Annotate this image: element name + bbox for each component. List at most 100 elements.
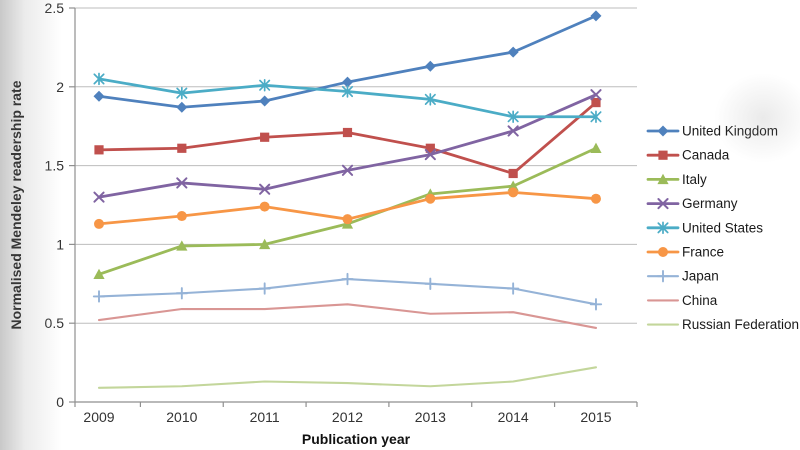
series-marker-united-states: [176, 86, 188, 100]
series-marker-japan: [92, 290, 106, 303]
series-marker-germany: [424, 148, 436, 161]
series-marker-united-states: [507, 110, 519, 123]
x-tick-label: 2011: [250, 409, 280, 425]
series-marker-france: [425, 193, 436, 204]
x-tick-label: 2014: [498, 409, 529, 425]
series-line-russian-federation: [97, 366, 598, 389]
series-marker-canada: [425, 143, 435, 153]
legend-item-italy: Italy: [646, 172, 707, 187]
series-marker-canada: [260, 132, 270, 142]
series-marker-united-states: [424, 93, 436, 106]
tick-labels: 0 0.5 1 1.5 2 2.5 2009 2010 2011 2012 2013 2014 2015: [45, 0, 612, 425]
x-tick-label: 2012: [332, 409, 363, 425]
legend-item-china: China: [646, 293, 718, 308]
series-marker-france: [94, 218, 104, 229]
series-marker-france: [508, 187, 519, 198]
series-marker-canada: [177, 143, 187, 153]
series-marker-germany: [341, 164, 354, 176]
series-marker-italy: [259, 238, 271, 250]
legend-label-france: France: [682, 245, 724, 260]
legend-marker-canada: [658, 150, 668, 160]
series-united-states: [93, 72, 602, 123]
y-axis-title: Normalised Mendeley readership rate: [8, 80, 24, 329]
legend-label-japan: Japan: [682, 269, 719, 284]
series-line-china: [97, 303, 598, 329]
x-axis-title: Publication year: [302, 431, 411, 447]
series-marker-germany: [259, 183, 271, 195]
x-tick-label: 2010: [166, 409, 197, 425]
legend-label-italy: Italy: [682, 172, 707, 187]
series-marker-united-states: [341, 85, 354, 98]
series-china: [97, 303, 598, 329]
series-line-canada: [97, 101, 598, 175]
legend-item-japan: Japan: [646, 269, 719, 284]
series-marker-germany: [590, 89, 602, 101]
series-marker-italy: [507, 180, 519, 191]
legend-label-united-kingdom: United Kingdom: [682, 124, 778, 139]
legend: United Kingdom Canada Italy Germany United S…: [646, 124, 799, 332]
series-marker-united-states: [259, 78, 271, 92]
series-marker-united-states: [590, 110, 602, 123]
series-france: [94, 187, 601, 229]
series-marker-united-states: [93, 72, 105, 86]
legend-label-united-states: United States: [682, 220, 763, 235]
series-marker-japan: [175, 287, 188, 300]
series-marker-france: [176, 211, 187, 222]
legend-item-united-states: United States: [646, 220, 763, 235]
series-marker-france: [259, 201, 270, 212]
series-japan: [92, 272, 603, 311]
series-marker-canada: [342, 127, 353, 138]
series-marker-italy: [590, 142, 602, 153]
legend-label-germany: Germany: [682, 196, 738, 211]
y-tick-label: 1.5: [45, 158, 65, 174]
series-marker-japan: [341, 272, 354, 286]
series-germany: [93, 89, 602, 203]
legend-marker-united-states: [657, 221, 669, 235]
series-russian-federation: [97, 366, 598, 389]
legend-item-canada: Canada: [646, 148, 730, 163]
legend-item-germany: Germany: [646, 196, 738, 211]
legend-label-canada: Canada: [682, 148, 730, 163]
series-marker-japan: [507, 282, 520, 295]
axes: [69, 7, 638, 407]
series-marker-italy: [176, 240, 188, 251]
legend-marker-united-kingdom: [657, 125, 669, 137]
series-canada: [94, 97, 601, 179]
legend-label-china: China: [682, 293, 718, 308]
series-marker-united-kingdom: [176, 101, 188, 113]
series-marker-germany: [507, 125, 519, 137]
series-marker-japan: [589, 298, 603, 311]
series-marker-canada: [508, 168, 518, 179]
series-marker-united-kingdom: [93, 90, 105, 102]
x-tick-label: 2013: [415, 409, 446, 425]
y-tick-label: 2.5: [45, 0, 65, 16]
series-marker-france: [342, 214, 353, 225]
series-marker-united-kingdom: [259, 95, 271, 107]
y-tick-label: 0: [56, 394, 64, 410]
legend-item-united-kingdom: United Kingdom: [646, 124, 778, 139]
series-marker-japan: [258, 282, 271, 295]
series-united-kingdom: [93, 10, 602, 113]
legend-marker-france: [658, 247, 668, 257]
legend-marker-germany: [657, 198, 669, 210]
y-tick-label: 1: [56, 236, 64, 252]
y-tick-label: 0.5: [45, 315, 65, 331]
legend-label-russian-federation: Russian Federation: [682, 317, 799, 332]
series-marker-canada: [94, 145, 104, 155]
series-marker-germany: [93, 191, 105, 203]
series-marker-germany: [176, 177, 188, 189]
y-tick-label: 2: [56, 79, 64, 95]
x-tick-label: 2009: [83, 409, 114, 425]
legend-item-france: France: [646, 245, 724, 260]
series-marker-japan: [424, 277, 437, 290]
series-layer: [92, 10, 603, 389]
series-marker-united-kingdom: [341, 76, 353, 88]
legend-marker-italy: [657, 173, 669, 185]
series-marker-france: [590, 193, 601, 204]
series-marker-united-kingdom: [590, 10, 602, 22]
series-marker-united-kingdom: [424, 60, 436, 72]
legend-item-russian-federation: Russian Federation: [646, 317, 799, 332]
series-marker-canada: [591, 97, 601, 108]
